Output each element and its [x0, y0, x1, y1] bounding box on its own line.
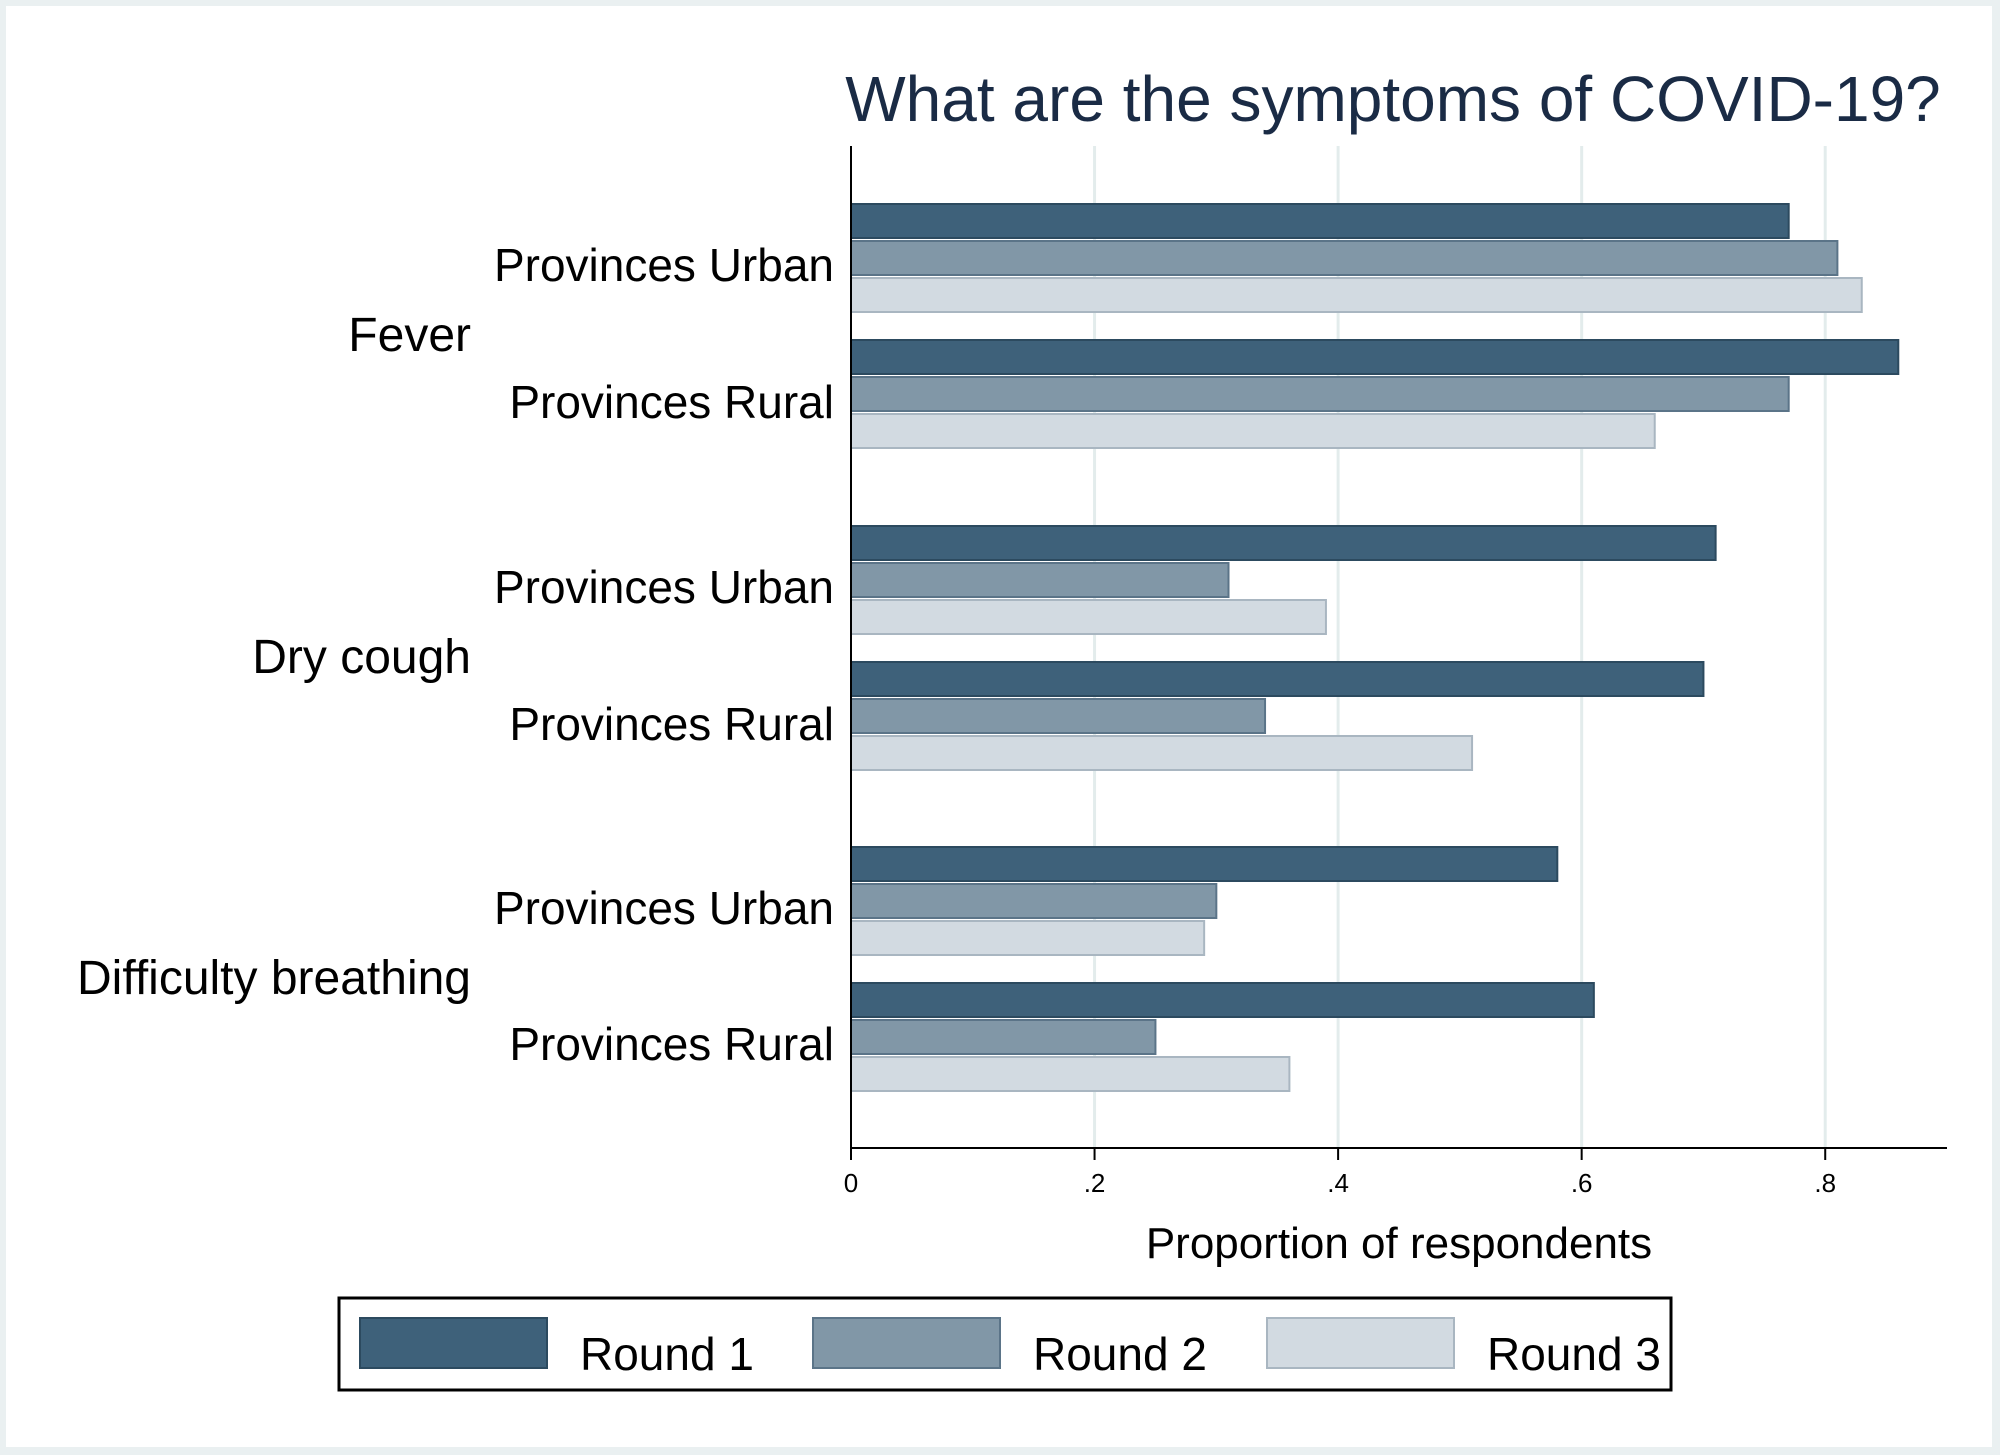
- legend-swatch: [1266, 1317, 1455, 1369]
- legend-swatch: [359, 1317, 548, 1369]
- x-tick-label: .4: [1327, 1168, 1349, 1198]
- subgroup-label: Provinces Rural: [509, 376, 834, 428]
- x-axis-label: Proportion of respondents: [1146, 1219, 1652, 1268]
- bar-round-2: [850, 698, 1267, 734]
- legend-label: Round 1: [580, 1328, 754, 1380]
- group-label: Fever: [348, 309, 471, 362]
- bar-round-2: [850, 883, 1218, 919]
- legend-swatch: [812, 1317, 1001, 1369]
- x-tick-label: 0: [844, 1168, 858, 1198]
- subgroup-label: Provinces Urban: [494, 561, 834, 613]
- group-label: Dry cough: [252, 631, 471, 684]
- bar-round-1: [850, 203, 1790, 239]
- bar-round-3: [850, 413, 1656, 449]
- legend-label: Round 3: [1487, 1328, 1661, 1380]
- bar-round-1: [850, 661, 1705, 697]
- bar-round-1: [850, 525, 1717, 561]
- bar-round-3: [850, 277, 1863, 313]
- chart-canvas: What are the symptoms of COVID-19? Fever P…: [77, 63, 1947, 1392]
- subgroup-label: Provinces Urban: [494, 882, 834, 934]
- chart-frame: What are the symptoms of COVID-19? Fever P…: [6, 6, 1992, 1447]
- bar-round-2: [850, 562, 1230, 598]
- bar-round-3: [850, 735, 1474, 771]
- bar-round-3: [850, 1056, 1291, 1092]
- group-label: Difficulty breathing: [77, 952, 471, 1005]
- bar-round-2: [850, 1019, 1157, 1055]
- x-tick-label: .6: [1571, 1168, 1593, 1198]
- bar-round-2: [850, 240, 1839, 276]
- bar-round-1: [850, 982, 1595, 1018]
- x-tick-label: .8: [1814, 1168, 1836, 1198]
- legend-label: Round 2: [1033, 1328, 1207, 1380]
- subgroup-label: Provinces Rural: [509, 698, 834, 750]
- subgroup-label: Provinces Rural: [509, 1018, 834, 1070]
- bar-round-3: [850, 920, 1206, 956]
- chart-title: What are the symptoms of COVID-19?: [845, 63, 1941, 135]
- bar-round-3: [850, 599, 1327, 635]
- x-tick-label: .2: [1084, 1168, 1106, 1198]
- subgroup-label: Provinces Urban: [494, 239, 834, 291]
- bar-round-1: [850, 846, 1559, 882]
- bar-round-2: [850, 376, 1790, 412]
- bar-round-1: [850, 339, 1900, 375]
